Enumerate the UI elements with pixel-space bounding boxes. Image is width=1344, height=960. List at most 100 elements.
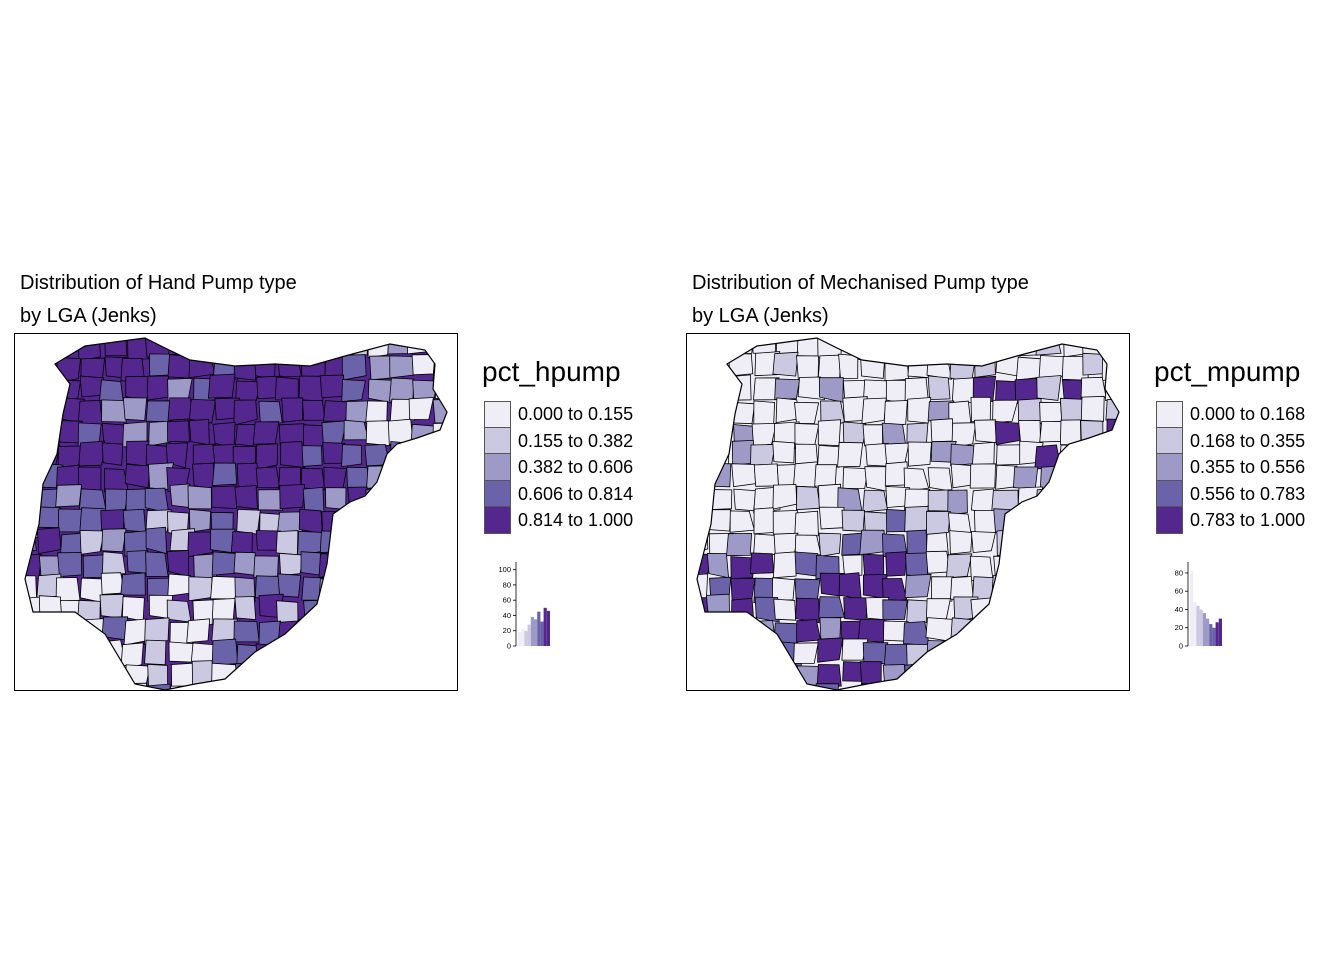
- lga-region: [907, 441, 932, 467]
- histogram-tick-label: 80: [503, 580, 511, 589]
- lga-region: [842, 467, 869, 489]
- lga-region: [297, 618, 323, 643]
- lga-region: [754, 596, 780, 623]
- lga-region: [407, 643, 433, 669]
- lga-region: [1081, 683, 1106, 690]
- lga-region: [165, 442, 189, 469]
- lga-region: [774, 378, 801, 400]
- lga-region: [1128, 663, 1129, 686]
- lga-region: [795, 597, 820, 624]
- lga-region: [38, 595, 63, 620]
- lga-region: [927, 375, 951, 401]
- lga-region: [752, 684, 773, 690]
- lga-region: [1018, 420, 1041, 444]
- lga-region: [818, 483, 842, 510]
- lga-region: [145, 509, 172, 533]
- lga-region: [1104, 528, 1119, 555]
- lga-region: [252, 338, 280, 357]
- lga-region: [749, 638, 773, 665]
- lga-region: [323, 662, 347, 686]
- lga-region: [697, 685, 713, 690]
- lga-region: [211, 662, 237, 686]
- lga-region: [968, 682, 995, 690]
- lga-region: [883, 400, 908, 427]
- lga-region: [990, 643, 1014, 665]
- lga-region: [726, 532, 753, 557]
- lga-region: [365, 596, 391, 620]
- legend-label: 0.000 to 0.155: [518, 404, 634, 424]
- histogram-bar: [1193, 602, 1197, 646]
- lga-region: [278, 552, 305, 576]
- lga-region: [432, 422, 447, 448]
- lga-region: [926, 338, 948, 357]
- lga-region: [1104, 642, 1119, 669]
- lga-region: [38, 420, 62, 444]
- lga-region: [78, 440, 106, 467]
- legend-swatch: [1156, 454, 1183, 481]
- lga-region: [1062, 615, 1086, 640]
- legend-label: 0.168 to 0.355: [1190, 430, 1306, 451]
- lga-region: [187, 485, 212, 510]
- lga-region: [434, 577, 447, 604]
- lga-region: [212, 338, 237, 361]
- lga-region: [1083, 527, 1108, 555]
- lga-region: [230, 531, 253, 555]
- lga-region: [925, 617, 953, 643]
- choropleth-map: [696, 337, 1129, 690]
- lga-region: [1100, 338, 1119, 353]
- lga-region: [993, 508, 1018, 534]
- lga-region: [1105, 571, 1119, 595]
- lga-region: [1126, 376, 1129, 399]
- lga-region: [429, 619, 447, 644]
- histogram-bar: [524, 630, 528, 646]
- lga-region: [882, 664, 906, 690]
- lga-region: [1125, 509, 1129, 535]
- lga-region: [389, 377, 415, 403]
- lga-region: [772, 351, 799, 377]
- histogram-tick-label: 80: [1175, 568, 1183, 577]
- lga-region: [408, 529, 432, 553]
- lga-region: [388, 530, 414, 555]
- lga-region: [408, 511, 433, 534]
- lga-region: [342, 681, 366, 690]
- lga-region: [1013, 574, 1040, 601]
- lga-region: [322, 594, 349, 621]
- histogram-tick-label: 20: [1175, 623, 1183, 632]
- lga-region: [455, 620, 457, 644]
- lga-region: [274, 376, 299, 401]
- lga-region: [860, 338, 884, 359]
- lga-region: [709, 642, 737, 666]
- lga-region: [430, 338, 447, 354]
- lga-region: [926, 510, 951, 537]
- histogram-tick-label: 100: [498, 565, 511, 574]
- lga-region: [431, 442, 447, 470]
- lga-region: [1035, 338, 1062, 356]
- legend-label: 0.606 to 0.814: [518, 483, 634, 504]
- lga-region: [278, 338, 305, 358]
- lga-region: [1127, 534, 1129, 558]
- lga-region: [298, 683, 325, 690]
- lga-region: [951, 422, 977, 449]
- legend-label: 0.783 to 1.000: [1190, 510, 1306, 530]
- lga-region: [1037, 616, 1065, 643]
- lga-region: [37, 527, 62, 555]
- lga-region: [144, 639, 167, 666]
- lga-region: [947, 489, 968, 516]
- lga-region: [925, 550, 951, 574]
- lga-region: [145, 551, 169, 577]
- lga-region: [303, 599, 327, 625]
- lga-region: [235, 338, 259, 356]
- lga-region: [1079, 573, 1102, 596]
- legend-title: pct_hpump: [482, 356, 621, 387]
- lga-region: [167, 420, 190, 443]
- histogram-bar: [1190, 571, 1194, 646]
- lga-region: [1058, 444, 1086, 467]
- lga-region: [949, 530, 973, 555]
- lga-region: [58, 662, 82, 688]
- lga-region: [697, 397, 714, 424]
- lga-region: [706, 338, 732, 359]
- lga-region: [842, 421, 867, 447]
- lga-region: [77, 683, 104, 690]
- lga-region: [234, 596, 257, 621]
- histogram-bar: [1196, 605, 1200, 646]
